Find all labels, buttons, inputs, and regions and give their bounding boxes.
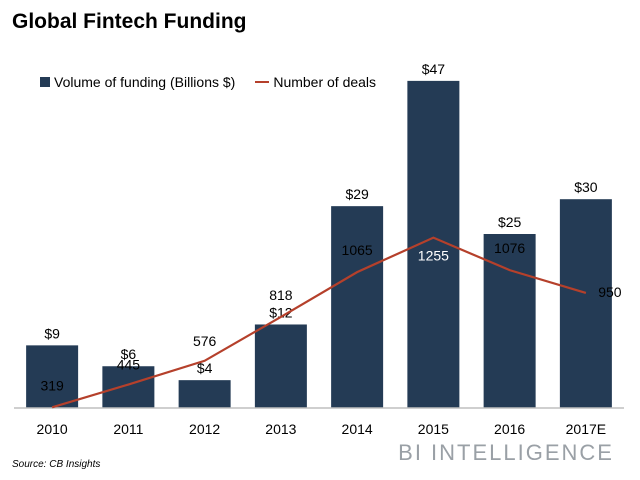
bar-2016 (483, 234, 536, 408)
deals-label-2014: 1065 (342, 242, 373, 258)
deals-label-2017E: 950 (598, 284, 622, 300)
x-tick-label-2017E: 2017E (566, 421, 606, 437)
x-tick-label-2015: 2015 (418, 421, 449, 437)
legend-bar-swatch (40, 77, 50, 87)
source-note: Source: CB Insights (12, 459, 101, 470)
bar-value-label-2015: $47 (422, 61, 446, 77)
chart-title: Global Fintech Funding (12, 10, 247, 33)
bar-value-label-2012: $4 (197, 360, 213, 376)
deals-label-2015: 1255 (418, 248, 449, 264)
legend-line-swatch (255, 81, 270, 83)
legend-bar-label: Volume of funding (Billions $) (54, 74, 236, 90)
bar-2014 (331, 206, 384, 408)
bar-2013 (254, 324, 307, 408)
x-tick-label-2013: 2013 (265, 421, 296, 437)
deals-line (51, 236, 587, 409)
bar-value-label-2010: $9 (44, 325, 60, 341)
chart-legend: Volume of funding (Billions $) Number of… (40, 74, 376, 90)
x-tick-label-2011: 2011 (113, 421, 143, 437)
deals-label-2011: 445 (117, 357, 141, 373)
x-tick-label-2010: 2010 (37, 421, 68, 437)
x-tick-label-2016: 2016 (494, 421, 525, 437)
deals-label-2016: 1076 (494, 240, 525, 256)
bar-2017E (559, 199, 612, 408)
deals-label-2010: 319 (40, 377, 64, 393)
deals-label-2013: 818 (269, 287, 293, 303)
bar-value-label-2011: $6 (121, 346, 137, 362)
legend-line-label: Number of deals (273, 74, 377, 90)
bar-value-label-2016: $25 (498, 214, 522, 230)
x-tick-label-2014: 2014 (342, 421, 373, 437)
bar-value-label-2017E: $30 (574, 179, 598, 195)
bar-2011 (102, 366, 155, 408)
deals-label-2012: 576 (193, 333, 217, 349)
bar-2012 (178, 380, 231, 408)
x-tick-label-2012: 2012 (189, 421, 220, 437)
brand-logo-text: BI INTELLIGENCE (398, 440, 614, 465)
bar-value-label-2013: $12 (269, 304, 293, 320)
bar-2010 (26, 345, 79, 408)
bar-value-label-2014: $29 (345, 186, 369, 202)
